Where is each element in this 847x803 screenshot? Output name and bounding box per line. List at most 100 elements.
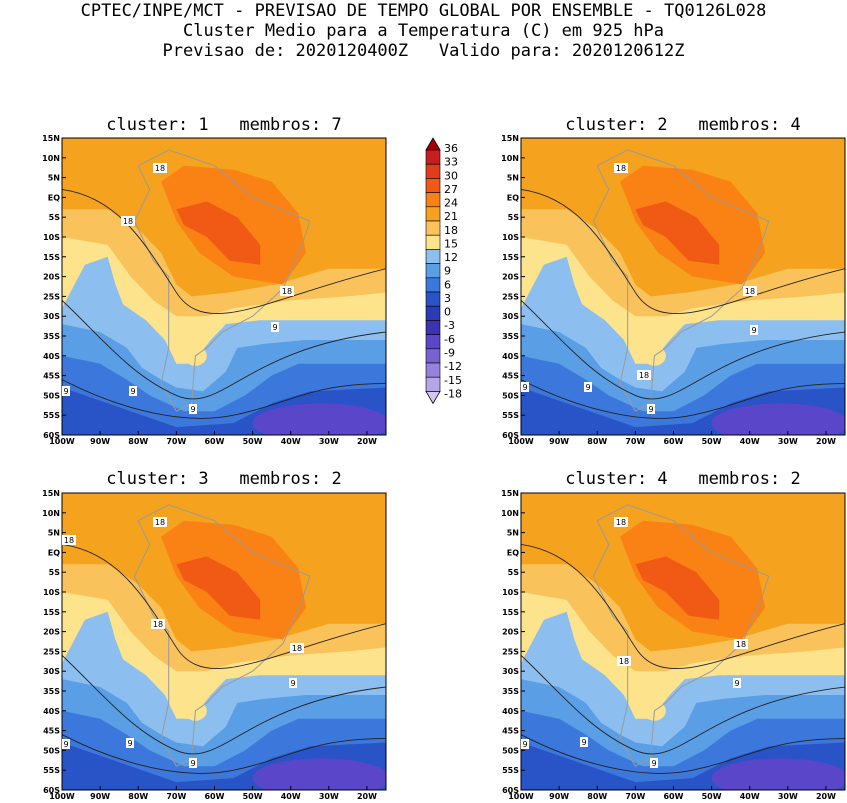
map-frame (520, 137, 846, 436)
x-tick-label: 20W (816, 437, 836, 446)
contour-label: 18 (616, 518, 626, 527)
contour-label-box (647, 404, 655, 414)
contour-label: 9 (734, 679, 739, 688)
coastline (592, 504, 770, 767)
colorbar-segment (425, 362, 441, 378)
y-tick-label: 60S (43, 431, 60, 440)
y-tick-label: 30S (502, 667, 519, 676)
temperature-field (62, 138, 386, 435)
colorbar-top-arrow (425, 137, 441, 151)
contour-label-box (521, 382, 529, 392)
y-tick-label: 10S (43, 233, 60, 242)
y-tick-label: 25S (502, 292, 519, 301)
map-frame (520, 492, 846, 791)
contour-label: 18 (282, 287, 292, 296)
contour-label-box (151, 619, 165, 629)
x-tick-label: 90W (90, 792, 110, 801)
x-tick-label: 80W (128, 792, 148, 801)
y-tick-label: 55S (43, 411, 60, 420)
contour-label: 18 (639, 371, 649, 380)
y-tick-label: 50S (43, 746, 60, 755)
contour-label-box (129, 386, 137, 396)
coastline (133, 149, 311, 412)
x-tick-label: 50W (702, 437, 722, 446)
y-tick-label: 5S (508, 213, 520, 222)
colorbar-segment (425, 192, 441, 208)
contour-label: 18 (616, 164, 626, 173)
y-tick-label: 55S (43, 766, 60, 775)
contour-label-box (617, 656, 631, 666)
y-tick-label: 10N (501, 154, 519, 163)
y-tick-label: 30S (43, 667, 60, 676)
colorbar-segment (425, 277, 441, 293)
x-tick-label: 30W (778, 437, 798, 446)
y-tick-label: 50S (502, 746, 519, 755)
colorbar-label: -12 (444, 360, 462, 373)
x-tick-label: 90W (90, 437, 110, 446)
y-tick-label: 40S (43, 352, 60, 361)
y-tick-label: 45S (502, 372, 519, 381)
fill-below-0 (711, 403, 845, 435)
x-tick-label: 60W (204, 437, 224, 446)
y-tick-label: 30S (502, 312, 519, 321)
y-tick-label: 10N (501, 509, 519, 518)
y-tick-label: 15N (501, 489, 519, 498)
contour-label: 9 (63, 740, 68, 749)
y-tick-label: 15S (502, 253, 519, 262)
y-tick-label: 5S (508, 568, 520, 577)
y-tick-label: EQ (48, 548, 60, 557)
colorbar-segment (425, 348, 441, 364)
x-tick-label: 30W (319, 792, 339, 801)
colorbar-bottom-arrow (425, 391, 441, 405)
contour-label: 9 (648, 405, 653, 414)
y-tick-label: 45S (43, 372, 60, 381)
y-tick-label: 55S (502, 766, 519, 775)
colorbar-segment (425, 149, 441, 165)
y-tick-label: 20S (502, 628, 519, 637)
contour-label-box (271, 322, 279, 332)
panel-3-title: cluster: 3 membros: 2 (106, 469, 342, 489)
contour-18 (62, 189, 386, 315)
x-tick-label: 20W (357, 437, 377, 446)
y-tick-label: 5N (48, 174, 60, 183)
contour-label-box (614, 163, 628, 173)
y-tick-label: 15S (43, 608, 60, 617)
contour-label-box (153, 517, 167, 527)
colorbar-segment (425, 163, 441, 179)
contour-label-box (62, 535, 76, 545)
colorbar-label: -6 (444, 333, 455, 346)
contour-label-box (280, 286, 294, 296)
fill-27-30 (176, 556, 261, 620)
contour-9 (62, 300, 386, 400)
y-tick-label: 5N (507, 174, 519, 183)
contour-label-box (750, 325, 758, 335)
map-frame (61, 492, 387, 791)
y-tick-label: 15S (502, 608, 519, 617)
y-tick-label: 20S (43, 273, 60, 282)
colorbar-label: 15 (444, 237, 458, 250)
contour-label-box (580, 737, 588, 747)
colorbar-label: 21 (444, 210, 458, 223)
colorbar-label: 0 (444, 306, 451, 319)
contour-label: 9 (522, 383, 527, 392)
colorbar-label: 12 (444, 251, 458, 264)
x-tick-label: 50W (243, 437, 263, 446)
y-tick-label: 10S (502, 233, 519, 242)
contour-0 (62, 379, 386, 419)
coastline (592, 149, 770, 412)
y-tick-label: 5S (49, 568, 61, 577)
contour-0 (521, 734, 845, 774)
contour-0 (521, 379, 845, 419)
map-panel-1: 15N 10N 5N EQ 5S 10S 15S 20S 25S 30S 35S 40S 45S 50S 5… (42, 134, 387, 446)
colorbar-label: -9 (444, 347, 455, 360)
contour-label-box (189, 758, 197, 768)
colorbar-label: -18 (444, 387, 462, 400)
temperature-field (521, 493, 845, 790)
contour-label-box (650, 758, 658, 768)
y-tick-label: EQ (507, 193, 519, 202)
map-panel-2: 15N 10N 5N EQ 5S 10S 15S 20S 25S 30S 35S 40S 45S 50S 5… (501, 134, 846, 446)
y-tick-label: 10N (42, 509, 60, 518)
x-tick-label: 70W (166, 437, 186, 446)
